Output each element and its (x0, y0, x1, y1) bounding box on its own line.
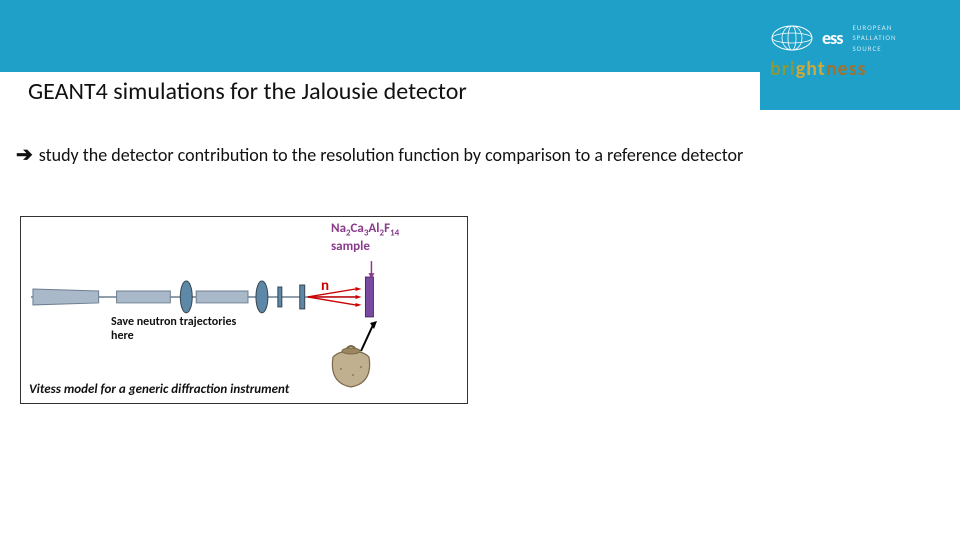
neutron-label: n (321, 277, 329, 295)
ess-line-2: SPALLATION (852, 34, 896, 42)
bullet-line: ➔ study the detector contribution to the… (16, 142, 743, 167)
ess-line-3: SOURCE (852, 45, 896, 53)
diagram-box: Na2Ca3Al2F14 sample n Save neutron traje… (20, 216, 468, 404)
instrument-diagram (21, 217, 467, 361)
ess-line-1: EUROPEAN (852, 24, 896, 32)
sample-formula: Na2Ca3Al2F14 (331, 221, 399, 239)
save-trajectories-label: Save neutron trajectorieshere (111, 315, 236, 344)
diagram-caption: Vitess model for a generic diffraction i… (29, 382, 289, 397)
sample-word: sample (331, 239, 399, 254)
bullet-arrow-icon: ➔ (16, 142, 33, 167)
bullet-text: study the detector contribution to the r… (39, 144, 744, 166)
sample-label-block: Na2Ca3Al2F14 sample (331, 221, 399, 254)
bag-icon (323, 321, 383, 391)
slide-title: GEANT4 simulations for the Jalousie dete… (28, 77, 467, 106)
ess-logo: ess EUROPEAN SPALLATION SOURCE (770, 22, 940, 53)
logo-area: ess EUROPEAN SPALLATION SOURCE brightnes… (770, 22, 940, 100)
ess-globe-icon (770, 23, 814, 53)
ess-acronym: ess (822, 29, 842, 47)
brightness-logo: brightness (770, 57, 940, 81)
title-strip: GEANT4 simulations for the Jalousie dete… (0, 72, 760, 110)
